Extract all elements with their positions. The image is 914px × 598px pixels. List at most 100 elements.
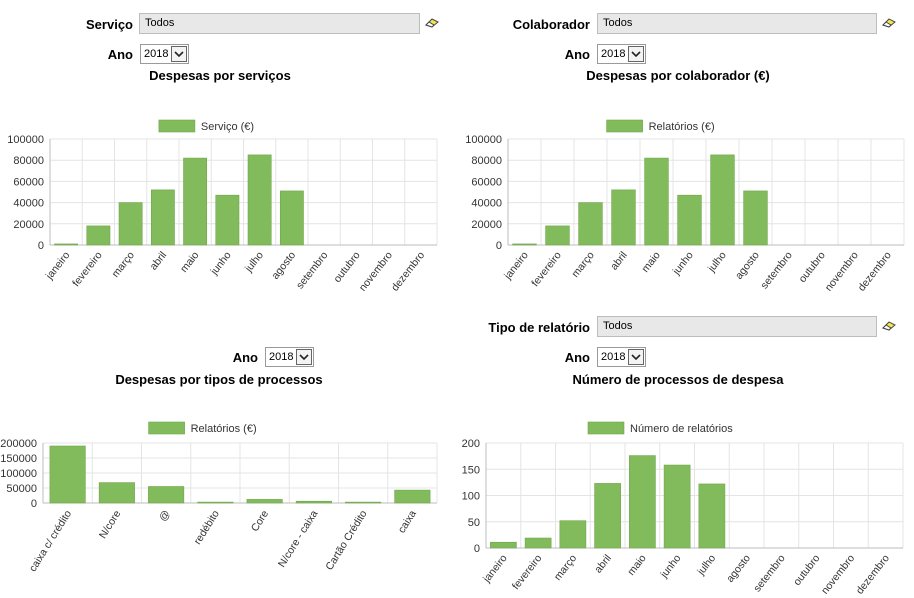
servico-label: Serviço <box>86 17 133 32</box>
x-tick-label: agosto <box>269 249 298 281</box>
y-tick-label: 150 <box>462 464 480 476</box>
bar <box>524 537 552 549</box>
x-tick-label: abril <box>608 249 630 272</box>
x-tick-label: agosto <box>724 552 753 584</box>
year-value: 2018 <box>601 48 626 60</box>
x-tick-label: maio <box>639 249 663 274</box>
bar <box>247 154 272 246</box>
chart-title: Despesas por tipos de processos <box>115 372 323 387</box>
chevron-down-icon <box>628 46 644 62</box>
y-tick-label: 40000 <box>13 198 44 210</box>
tipo-relatorio-select[interactable]: Todos <box>597 316 877 337</box>
bar <box>559 520 587 549</box>
x-tick-label: abril <box>148 249 170 272</box>
bar <box>394 489 431 504</box>
servico-select[interactable]: Todos <box>139 13 420 34</box>
y-tick-label: 40000 <box>471 198 502 210</box>
bar <box>545 225 570 246</box>
x-tick-label: setembro <box>758 249 795 291</box>
ano-label: Ano <box>564 350 590 365</box>
y-tick-label: 50 <box>468 517 480 529</box>
x-tick-label: N/core <box>97 508 124 541</box>
x-tick-label: julho <box>242 249 266 275</box>
bar <box>98 482 135 504</box>
x-tick-label: janeiro <box>480 552 510 585</box>
x-tick-label: Core <box>249 508 271 534</box>
bar <box>345 501 382 504</box>
ano-label: Ano <box>107 47 133 62</box>
chart-title: Número de processos de despesa <box>572 372 784 387</box>
bar <box>49 445 86 504</box>
year-select[interactable]: 2018 <box>265 347 314 367</box>
x-tick-label: outubro <box>791 552 822 588</box>
x-tick-label: N/core - caixa <box>276 508 321 569</box>
y-tick-label: 0 <box>496 240 502 252</box>
bar <box>183 157 208 246</box>
y-tick-label: 0 <box>31 498 37 510</box>
y-tick-label: 20000 <box>471 219 502 231</box>
y-tick-label: 0 <box>474 543 480 555</box>
x-tick-label: caixa c/ crédito <box>27 508 74 574</box>
year-select[interactable]: 2018 <box>597 347 646 367</box>
x-tick-label: redébito <box>192 508 222 547</box>
x-tick-label: junho <box>658 552 684 581</box>
y-tick-label: 50000 <box>6 483 37 495</box>
x-tick-label: novembro <box>819 552 857 596</box>
y-tick-label: 0 <box>38 240 44 252</box>
eraser-icon[interactable] <box>425 18 439 28</box>
bar <box>594 483 621 549</box>
y-tick-label: 100000 <box>465 134 502 146</box>
bar <box>490 541 517 549</box>
x-tick-label: dezembro <box>854 552 892 596</box>
year-value: 2018 <box>601 351 626 363</box>
chart-title: Despesas por serviços <box>149 68 291 83</box>
legend-label: Relatórios (€) <box>191 423 257 435</box>
chart-numero-processos: 0 50 100 150 200 janeiro fevereiro março abril ma… <box>462 421 904 597</box>
x-tick-label: junho <box>208 249 234 278</box>
bar <box>86 225 111 246</box>
colaborador-label: Colaborador <box>512 17 590 32</box>
x-tick-label: maio <box>178 249 202 274</box>
bar <box>629 455 656 549</box>
bar <box>710 154 735 246</box>
legend-swatch <box>587 421 625 435</box>
x-tick-label: março <box>110 249 138 280</box>
chart-title: Despesas por colaborador (€) <box>586 68 770 83</box>
y-tick-label: 60000 <box>13 176 44 188</box>
x-tick-label: fevereiro <box>70 249 105 289</box>
bar <box>54 243 79 246</box>
bar <box>743 190 768 246</box>
x-tick-label: caixa <box>396 508 419 535</box>
y-tick-label: 20000 <box>13 219 44 231</box>
x-tick-label: fevereiro <box>529 249 564 289</box>
x-tick-label: março <box>569 249 597 280</box>
year-value: 2018 <box>269 351 294 363</box>
bar <box>578 202 603 246</box>
x-tick-label: abril <box>592 552 614 575</box>
x-tick-label: outubro <box>331 249 362 285</box>
x-tick-label: setembro <box>751 552 788 594</box>
x-tick-label: dezembro <box>856 249 894 293</box>
eraser-icon[interactable] <box>882 321 896 331</box>
x-tick-label: dezembro <box>389 249 427 293</box>
x-tick-label: janeiro <box>501 249 531 282</box>
year-value: 2018 <box>144 48 169 60</box>
legend-swatch <box>158 119 196 133</box>
colaborador-select[interactable]: Todos <box>597 13 877 34</box>
y-tick-label: 60000 <box>471 176 502 188</box>
y-tick-label: 80000 <box>471 155 502 167</box>
bar <box>246 499 283 504</box>
bar <box>512 243 537 246</box>
bar <box>611 189 636 246</box>
chevron-down-icon <box>296 349 312 365</box>
bar <box>677 194 702 246</box>
bar <box>215 194 240 246</box>
bar <box>644 157 669 246</box>
chart-despesas-servicos: 0 20000 40000 60000 80000 100000 janeirofevere… <box>7 119 438 294</box>
y-tick-label: 150000 <box>0 453 37 465</box>
year-select[interactable]: 2018 <box>140 44 189 64</box>
bar <box>698 483 726 549</box>
year-select[interactable]: 2018 <box>597 44 646 64</box>
eraser-icon[interactable] <box>882 18 896 28</box>
y-tick-label: 80000 <box>13 155 44 167</box>
